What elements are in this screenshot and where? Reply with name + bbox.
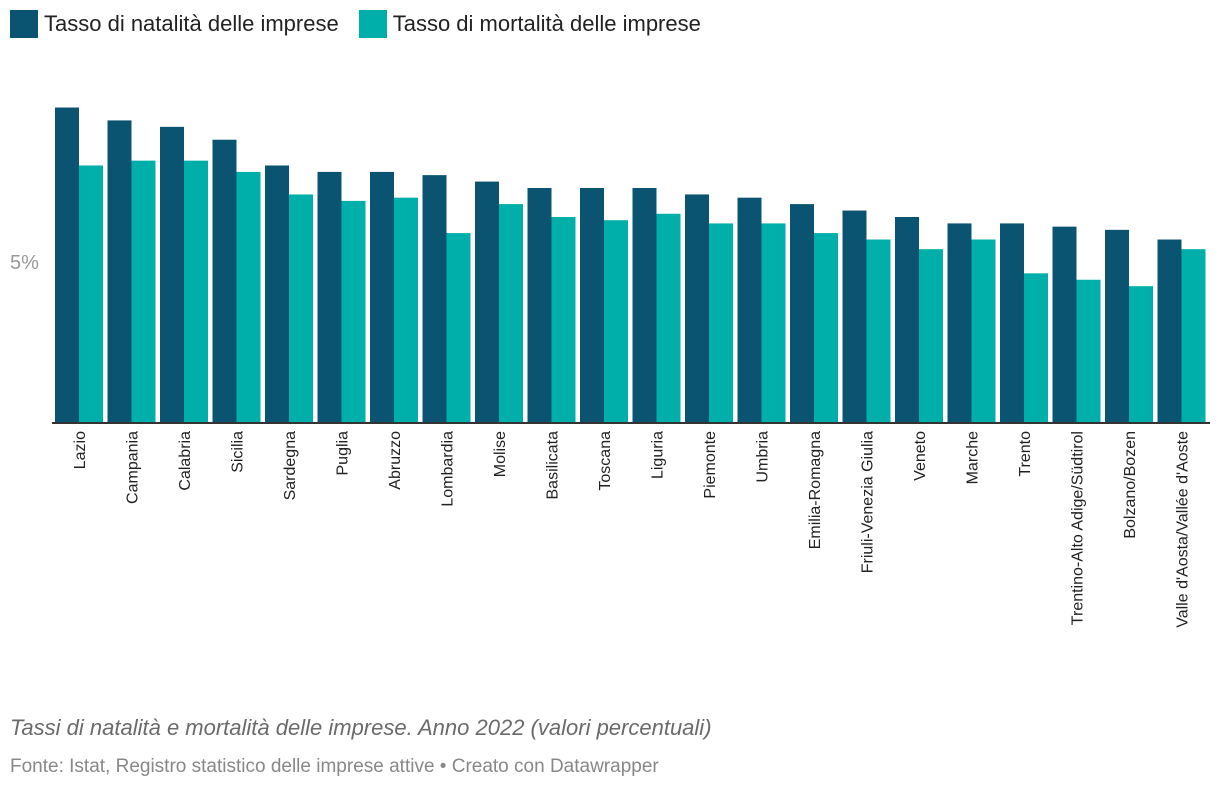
x-tick-label: Bolzano/Bozen — [1122, 431, 1139, 539]
bar-mortalita — [656, 213, 681, 423]
x-tick-label: Abruzzo — [387, 431, 404, 490]
bar-natalita — [422, 175, 447, 423]
x-tick-label: Liguria — [650, 431, 667, 479]
bar-mortalita — [866, 239, 891, 423]
bar-natalita — [1052, 226, 1077, 423]
bar-natalita — [370, 171, 394, 423]
bar-natalita — [947, 223, 972, 423]
bar-mortalita — [394, 197, 418, 423]
bar-mortalita — [1181, 249, 1206, 423]
y-tick-label: 5% — [10, 252, 39, 274]
legend-label-mortalita: Tasso di mortalità delle imprese — [392, 11, 701, 36]
bar-natalita — [317, 171, 342, 423]
x-tick-label: Toscana — [597, 431, 614, 491]
bar-mortalita — [341, 200, 366, 423]
bar-natalita — [527, 188, 552, 423]
bar-natalita — [107, 120, 132, 424]
bar-natalita — [212, 139, 237, 423]
bar-mortalita — [236, 171, 261, 423]
bar-natalita — [55, 107, 79, 424]
bar-chart: 5% Lazio Campania Calabria Sicilia Sardegna Pu… — [10, 107, 1210, 628]
bar-mortalita — [971, 239, 996, 423]
legend: Tasso di natalità delle imprese Tasso di… — [10, 10, 721, 38]
x-tick-label: Trentino-Alto Adige/Südtirol — [1070, 431, 1087, 625]
bar-natalita — [1157, 239, 1182, 423]
bar-mortalita — [551, 216, 576, 423]
bar-mortalita — [1024, 273, 1048, 423]
x-tick-label: Marche — [965, 431, 982, 484]
x-tick-label: Sicilia — [230, 431, 247, 473]
chart-source: Fonte: Istat, Registro statistico delle … — [10, 756, 659, 777]
bar-natalita — [895, 216, 919, 423]
legend-swatch-mortalita — [358, 10, 387, 38]
bar-mortalita — [1129, 286, 1153, 423]
x-tick-label: Umbria — [755, 431, 772, 483]
legend-label-natalita: Tasso di natalità delle imprese — [44, 11, 339, 36]
x-tick-label: Piemonte — [702, 431, 719, 499]
bar-mortalita — [709, 223, 733, 423]
x-tick-label: Basilicata — [545, 431, 562, 500]
legend-item-mortalita: Tasso di mortalità delle imprese — [358, 10, 701, 38]
bar-mortalita — [289, 194, 313, 423]
bar-mortalita — [814, 233, 838, 423]
legend-swatch-natalita — [10, 10, 38, 38]
bar-mortalita — [761, 223, 786, 423]
bar-natalita — [1000, 223, 1024, 423]
x-tick-label: Calabria — [177, 431, 194, 491]
bar-mortalita — [604, 220, 628, 423]
x-tick-label: Friuli-Venezia Giulia — [860, 431, 877, 573]
bar-natalita — [685, 194, 709, 423]
x-tick-label: Emilia-Romagna — [807, 431, 824, 549]
x-tick-label: Lazio — [72, 431, 89, 469]
legend-item-natalita: Tasso di natalità delle imprese — [10, 10, 339, 38]
bar-mortalita — [499, 204, 523, 423]
bar-mortalita — [131, 160, 156, 423]
bar-natalita — [737, 197, 762, 423]
x-tick-label: Trento — [1017, 431, 1034, 477]
chart-caption: Tassi di natalità e mortalità delle impr… — [10, 715, 712, 740]
bar-mortalita — [184, 160, 208, 423]
bar-mortalita — [446, 233, 471, 423]
bar-natalita — [1105, 229, 1129, 423]
x-tick-label: Valle d'Aosta/Vallée d'Aoste — [1175, 431, 1192, 628]
bar-natalita — [632, 188, 657, 423]
x-tick-label: Molise — [492, 431, 509, 477]
x-tick-label: Veneto — [912, 431, 929, 481]
bar-mortalita — [79, 165, 103, 423]
x-tick-label: Lombardia — [440, 431, 457, 507]
x-tick-label: Campania — [125, 431, 142, 504]
bar-natalita — [265, 165, 289, 423]
x-tick-label: Puglia — [335, 431, 352, 476]
bar-natalita — [842, 210, 867, 423]
x-tick-label: Sardegna — [282, 431, 299, 500]
bar-natalita — [580, 188, 604, 423]
bar-natalita — [475, 181, 499, 423]
bar-natalita — [790, 204, 814, 423]
bar-mortalita — [1076, 279, 1101, 423]
bar-mortalita — [919, 249, 943, 423]
bar-natalita — [160, 126, 184, 423]
